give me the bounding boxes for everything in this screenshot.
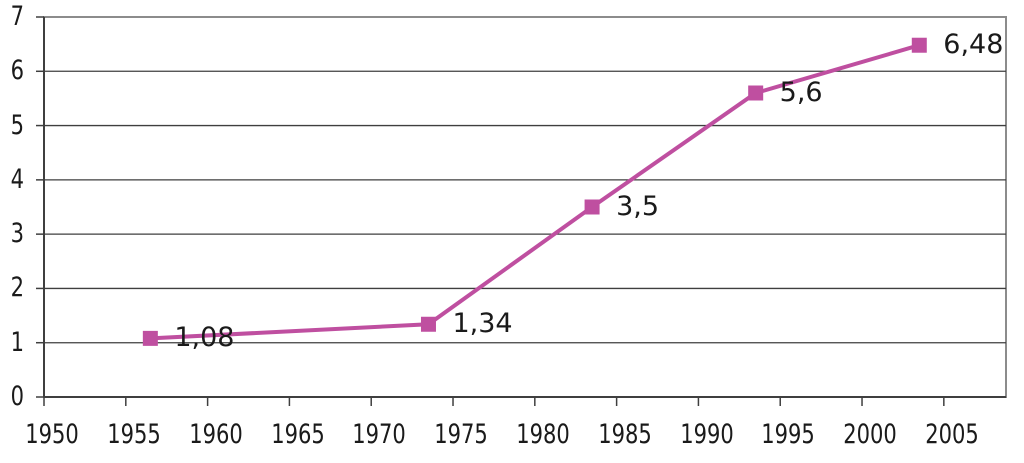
data-label: 6,48: [943, 29, 1004, 61]
data-point-marker: [584, 199, 600, 215]
y-axis-tick-label: 3: [10, 218, 24, 250]
y-axis-tick-label: 4: [10, 163, 24, 195]
data-label: 1,08: [174, 322, 235, 354]
x-axis-tick-label: 1960: [188, 419, 243, 450]
y-axis-tick-label: 0: [10, 381, 24, 412]
x-axis-tick-label: 1965: [270, 419, 325, 450]
x-axis-tick-label: 2000: [843, 419, 898, 450]
y-axis-tick-label: 6: [10, 55, 24, 87]
y-axis-tick-label: 2: [10, 272, 24, 304]
y-axis-tick-label: 7: [10, 1, 24, 32]
data-point-marker: [142, 330, 158, 346]
x-axis-tick-label: 1975: [434, 419, 488, 450]
data-label: 1,34: [452, 308, 513, 340]
x-axis-tick-label: 1985: [597, 419, 652, 450]
x-axis-tick-label: 1950: [25, 419, 79, 450]
y-axis-tick-label: 1: [10, 326, 24, 358]
data-label: 3,5: [616, 191, 660, 222]
x-axis-tick-label: 1990: [679, 419, 734, 450]
data-point-marker: [748, 85, 764, 101]
x-axis-tick-label: 1995: [761, 419, 816, 450]
data-label: 5,6: [779, 77, 823, 108]
y-axis-tick-label: 5: [10, 109, 24, 141]
x-axis-tick-label: 2005: [925, 419, 979, 450]
data-point-marker: [420, 316, 436, 332]
x-axis-tick-label: 1980: [516, 419, 570, 450]
data-point-marker: [911, 37, 927, 53]
x-axis-tick-label: 1955: [107, 419, 161, 450]
x-axis-tick-label: 1970: [352, 419, 407, 450]
